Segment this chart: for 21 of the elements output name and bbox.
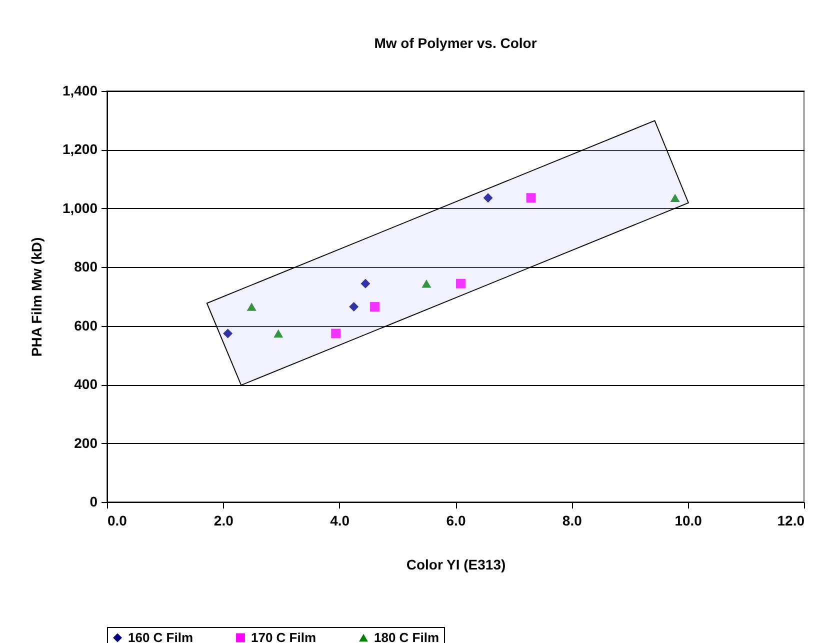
y-tick-label: 1,200 bbox=[62, 141, 98, 158]
chart-title: Mw of Polymer vs. Color bbox=[374, 35, 538, 51]
x-tick-label: 4.0 bbox=[330, 512, 350, 528]
x-tick-label: 2.0 bbox=[214, 512, 234, 528]
y-axis-title: PHA Film Mw (kD) bbox=[28, 237, 44, 357]
legend-label: 170 C Film bbox=[251, 630, 316, 643]
x-tick-label: 10.0 bbox=[674, 512, 702, 528]
legend-label: 160 C Film bbox=[128, 630, 194, 643]
x-tick-label: 8.0 bbox=[562, 512, 582, 528]
x-axis-title: Color YI (E313) bbox=[406, 556, 506, 572]
legend-label: 180 C Film bbox=[374, 630, 440, 643]
y-tick-label: 1,000 bbox=[62, 200, 98, 216]
y-tick-label: 400 bbox=[74, 376, 98, 392]
y-tick-label: 1,400 bbox=[62, 82, 98, 98]
y-tick-label: 0 bbox=[90, 494, 98, 510]
y-tick-label: 600 bbox=[74, 317, 98, 334]
x-tick-label: 6.0 bbox=[446, 512, 466, 528]
x-tick-label: 0.0 bbox=[108, 512, 128, 528]
x-tick-label: 12.0 bbox=[777, 512, 805, 528]
y-tick-label: 800 bbox=[74, 258, 98, 275]
y-tick-label: 200 bbox=[74, 434, 98, 451]
